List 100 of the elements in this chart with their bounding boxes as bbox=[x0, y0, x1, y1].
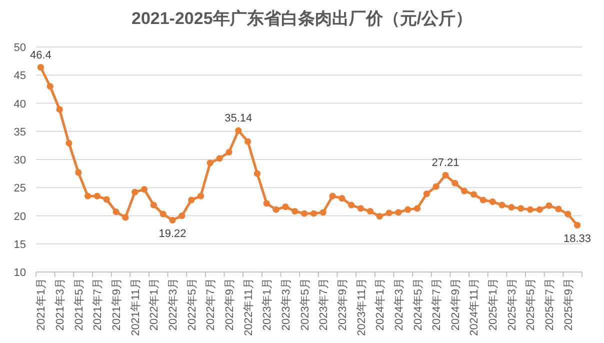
y-tick-label: 30 bbox=[14, 154, 26, 166]
point bbox=[518, 205, 524, 212]
data-label: 35.14 bbox=[224, 112, 252, 125]
point bbox=[452, 180, 458, 186]
point bbox=[292, 208, 298, 215]
x-tick-label: 2022年11月 bbox=[242, 278, 255, 336]
point bbox=[46, 83, 54, 90]
x-tick-label: 2021年11月 bbox=[130, 278, 142, 336]
chart-title: 2021-2025年广东省白条肉出厂价（元/公斤） bbox=[131, 9, 473, 28]
x-tick-label: 2022年1月 bbox=[148, 278, 161, 331]
point bbox=[150, 202, 157, 208]
x-tick-label: 2023年5月 bbox=[299, 278, 312, 331]
point bbox=[310, 210, 318, 217]
point bbox=[555, 206, 562, 212]
x-tick-label: 2023年3月 bbox=[280, 278, 292, 331]
y-tick-label: 10 bbox=[14, 267, 26, 279]
point bbox=[244, 138, 252, 145]
point bbox=[188, 196, 195, 204]
point bbox=[423, 190, 430, 198]
x-tick-label: 2023年7月 bbox=[318, 278, 330, 331]
y-tick-label: 45 bbox=[14, 70, 26, 82]
point bbox=[480, 196, 486, 204]
point bbox=[84, 192, 92, 200]
y-tick-label: 25 bbox=[14, 182, 26, 195]
y-tick-label: 40 bbox=[14, 98, 26, 110]
point bbox=[366, 208, 374, 215]
x-tick-label: 2025年1月 bbox=[488, 278, 500, 331]
point bbox=[546, 202, 552, 209]
y-tick-label: 15 bbox=[14, 238, 26, 251]
x-tick-label: 2021年5月 bbox=[73, 278, 86, 331]
point bbox=[404, 206, 412, 213]
point bbox=[536, 206, 543, 213]
point bbox=[132, 188, 138, 196]
point bbox=[216, 155, 223, 162]
point bbox=[526, 206, 534, 213]
x-tick-label: 2025年5月 bbox=[525, 278, 538, 331]
data-label: 46.4 bbox=[30, 49, 52, 62]
data-label: 27.21 bbox=[432, 157, 460, 170]
x-tick-label: 2024年1月 bbox=[374, 278, 387, 331]
point bbox=[169, 216, 176, 224]
point bbox=[103, 196, 110, 203]
x-tick-label: 2023年11月 bbox=[356, 278, 368, 336]
x-tick-label: 2023年1月 bbox=[262, 278, 274, 331]
x-tick-label: 2024年5月 bbox=[412, 278, 424, 331]
point bbox=[461, 188, 468, 194]
x-tick-label: 2022年7月 bbox=[205, 278, 218, 331]
point bbox=[508, 204, 515, 211]
y-tick-label: 50 bbox=[14, 42, 26, 54]
point bbox=[94, 192, 100, 200]
point bbox=[37, 64, 44, 71]
point bbox=[272, 206, 280, 213]
point bbox=[122, 214, 129, 221]
point bbox=[140, 186, 148, 193]
point bbox=[226, 148, 232, 156]
x-tick-label: 2022年3月 bbox=[168, 278, 180, 331]
point bbox=[66, 140, 72, 146]
y-tick-label: 20 bbox=[14, 210, 26, 223]
point bbox=[414, 205, 421, 212]
data-label: 18.33 bbox=[564, 233, 592, 246]
point bbox=[489, 198, 496, 205]
point bbox=[282, 203, 289, 210]
x-tick-label: 2021年1月 bbox=[36, 278, 48, 331]
point bbox=[320, 209, 326, 216]
x-tick-label: 2022年5月 bbox=[186, 278, 198, 331]
point bbox=[197, 192, 204, 200]
x-tick-label: 2022年9月 bbox=[224, 278, 236, 331]
point bbox=[112, 208, 120, 216]
point bbox=[395, 209, 402, 216]
x-tick-label: 2024年7月 bbox=[431, 278, 444, 331]
point bbox=[254, 170, 261, 177]
point bbox=[75, 169, 82, 176]
point bbox=[376, 213, 383, 220]
point bbox=[235, 127, 242, 134]
x-tick-label: 2024年3月 bbox=[393, 278, 406, 331]
x-tick-label: 2021年7月 bbox=[92, 278, 104, 331]
point bbox=[357, 205, 364, 212]
x-tick-label: 2025年7月 bbox=[544, 278, 556, 331]
point bbox=[574, 222, 581, 228]
point bbox=[56, 106, 63, 113]
x-tick-label: 2021年9月 bbox=[111, 278, 124, 331]
point bbox=[263, 200, 270, 207]
y-tick-label: 35 bbox=[14, 126, 26, 138]
point bbox=[206, 160, 214, 166]
data-label: 19.22 bbox=[158, 228, 186, 240]
point bbox=[564, 210, 572, 218]
point bbox=[442, 172, 449, 178]
x-tick-label: 2025年3月 bbox=[506, 278, 518, 331]
point bbox=[338, 195, 346, 202]
point bbox=[348, 202, 355, 208]
point bbox=[160, 210, 166, 218]
point bbox=[470, 191, 478, 198]
point bbox=[300, 210, 308, 217]
x-tick-label: 2023年9月 bbox=[336, 278, 349, 331]
point bbox=[498, 202, 506, 208]
x-tick-label: 2024年11月 bbox=[468, 278, 481, 336]
point bbox=[432, 183, 440, 190]
x-tick-label: 2025年9月 bbox=[562, 278, 575, 331]
point bbox=[329, 192, 336, 200]
x-tick-label: 2024年9月 bbox=[450, 278, 462, 331]
x-tick-label: 2021年3月 bbox=[54, 278, 67, 331]
